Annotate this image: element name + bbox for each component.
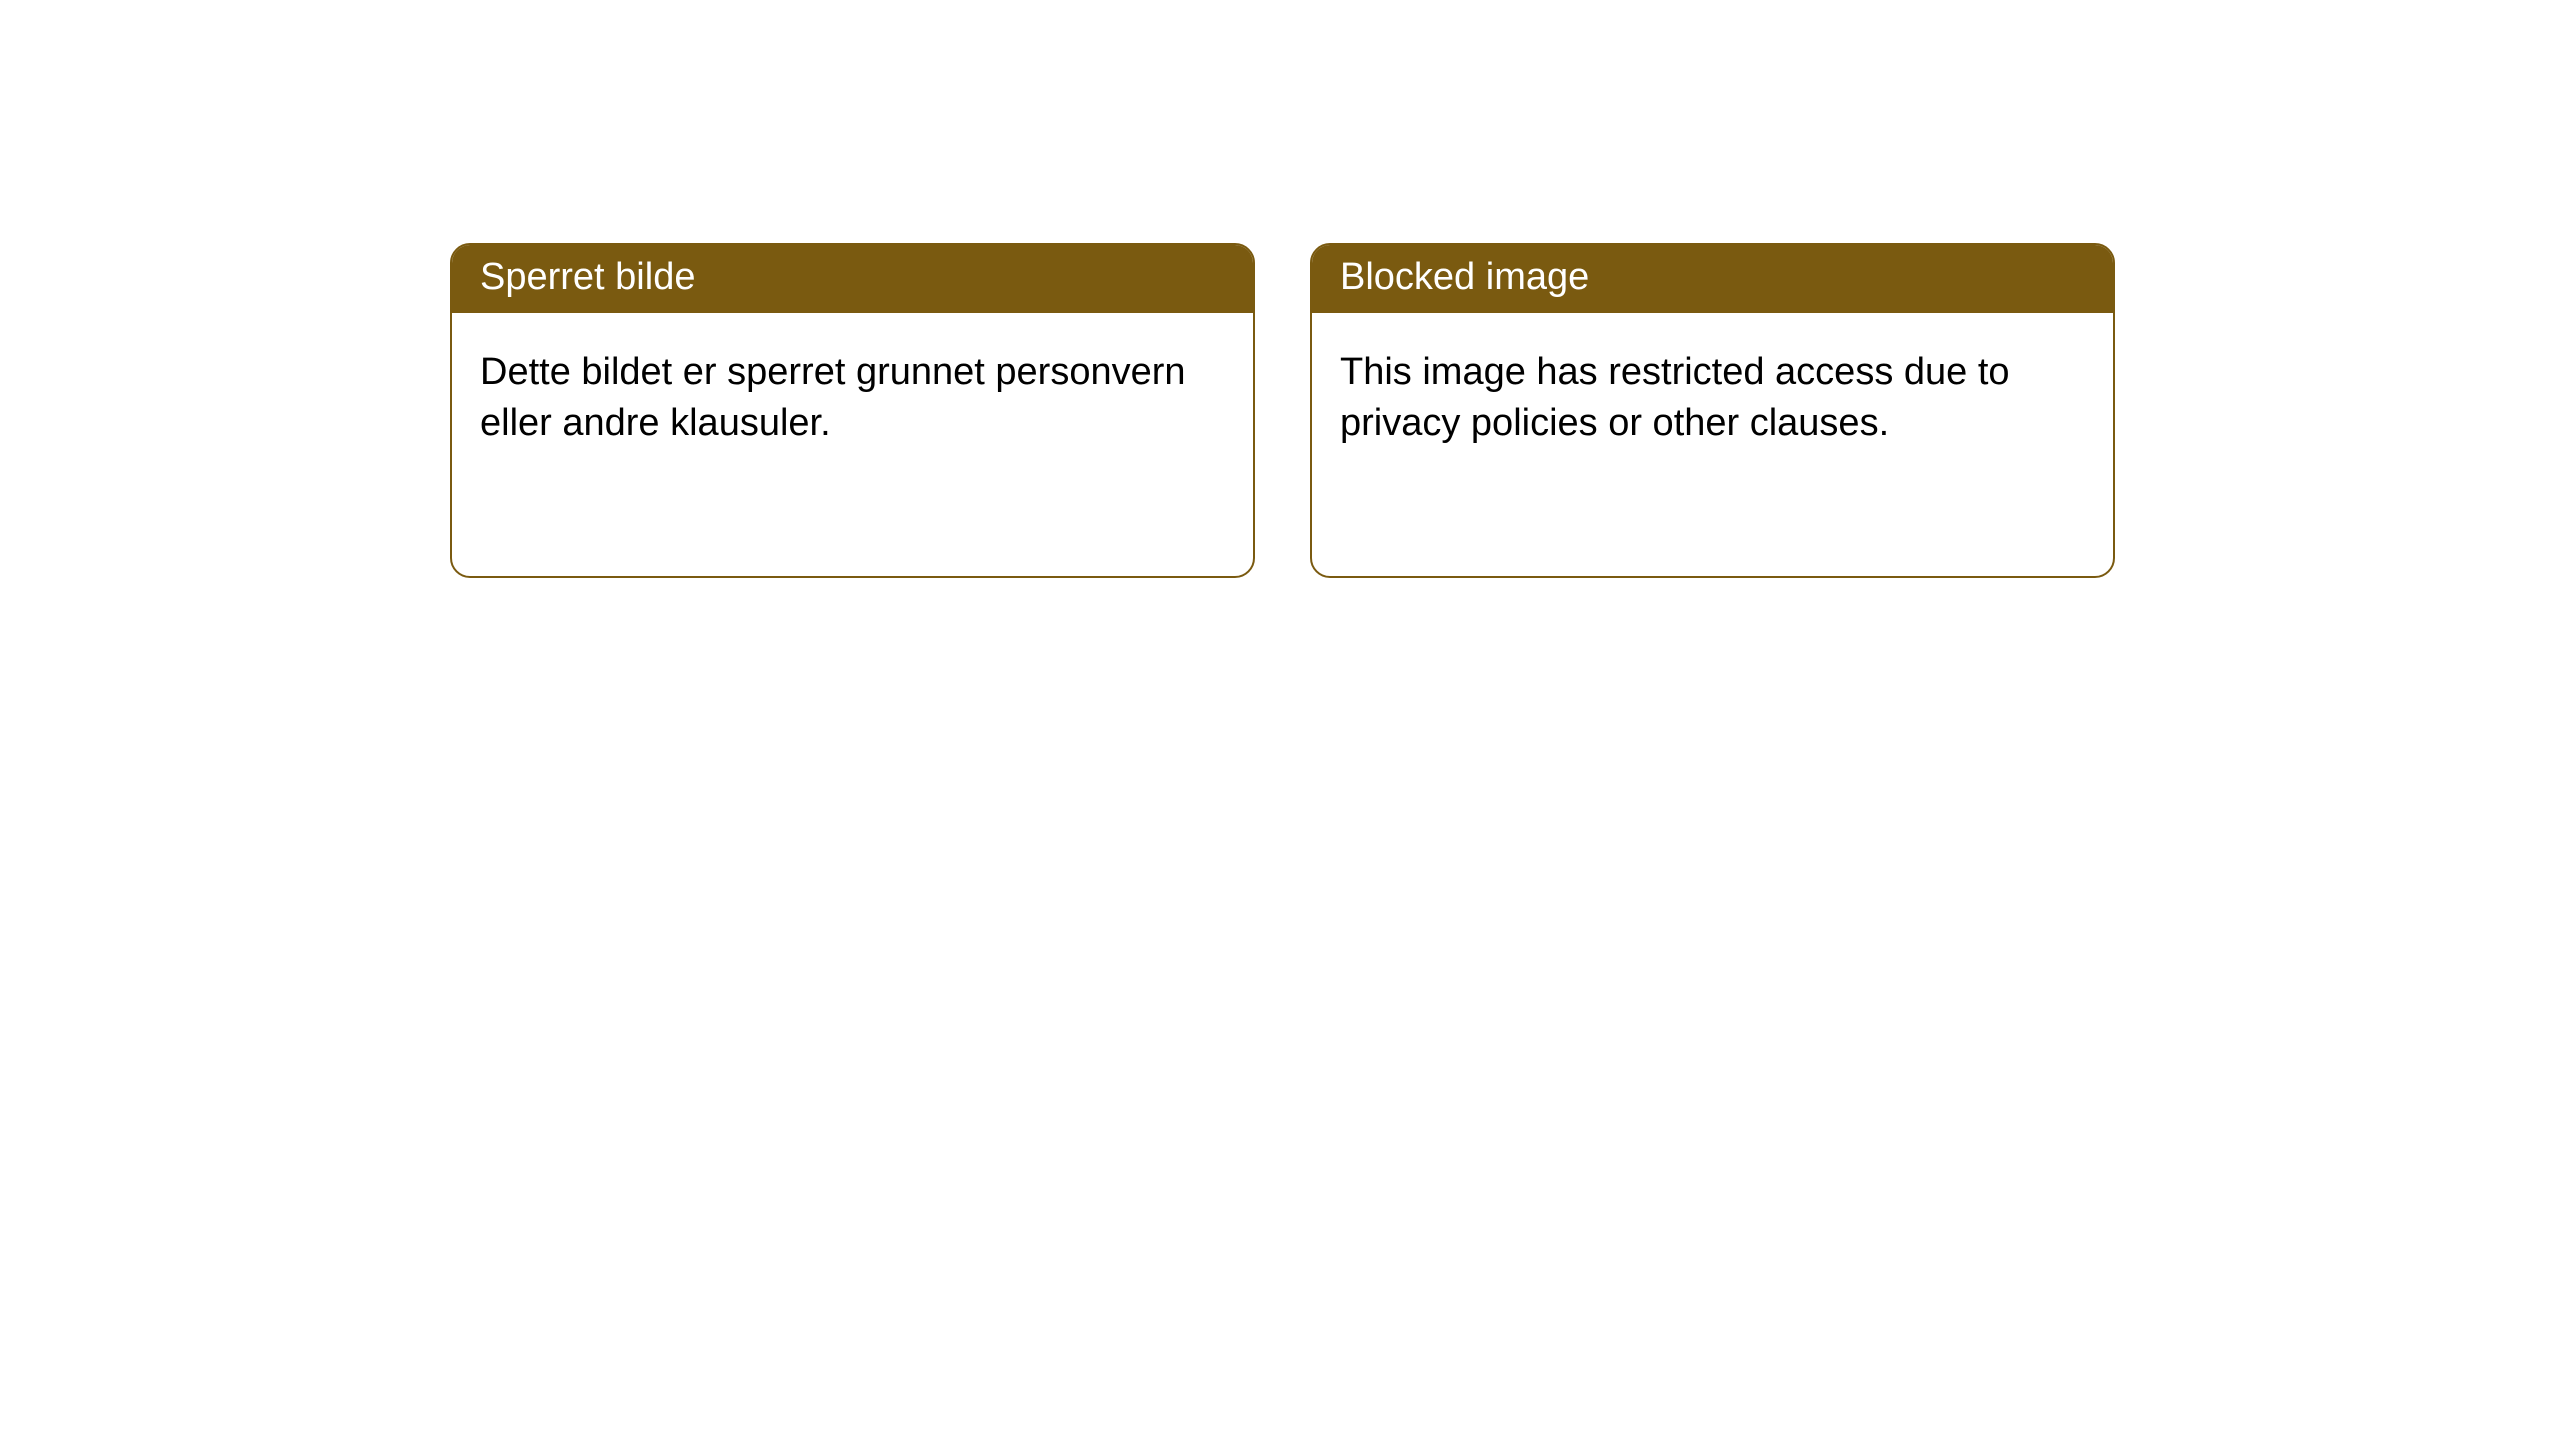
card-header: Sperret bilde: [452, 245, 1253, 313]
card-body: Dette bildet er sperret grunnet personve…: [452, 313, 1253, 478]
notice-container: Sperret bilde Dette bildet er sperret gr…: [0, 0, 2560, 578]
blocked-image-card-no: Sperret bilde Dette bildet er sperret gr…: [450, 243, 1255, 578]
blocked-image-card-en: Blocked image This image has restricted …: [1310, 243, 2115, 578]
card-body: This image has restricted access due to …: [1312, 313, 2113, 478]
card-header: Blocked image: [1312, 245, 2113, 313]
